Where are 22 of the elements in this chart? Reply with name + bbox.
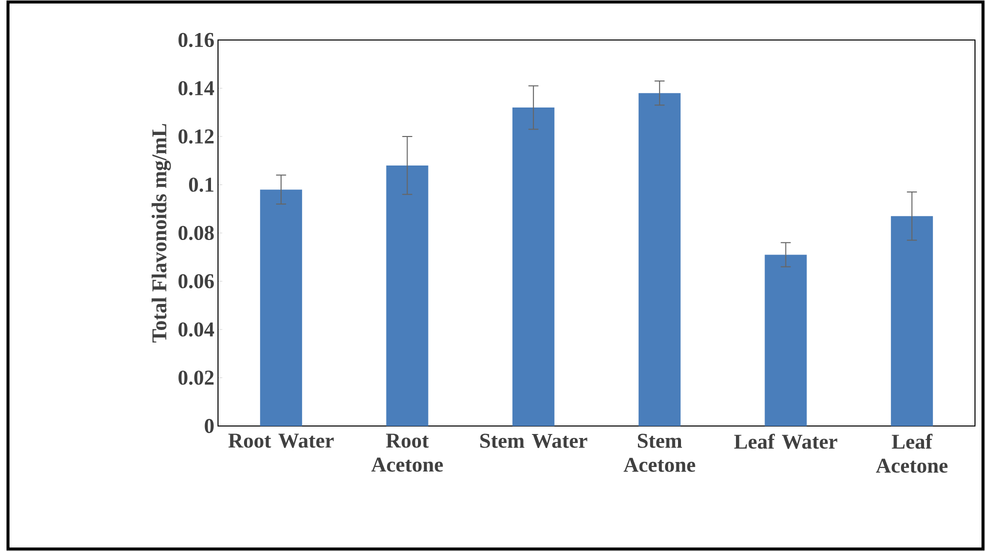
x-tick-label: Leaf Water — [734, 434, 838, 449]
x-tick-label: Stem Acetone — [624, 434, 696, 472]
x-tick-label: Stem Water — [480, 434, 588, 448]
bar — [890, 216, 933, 426]
y-tick-label: 0 — [204, 418, 214, 434]
y-tick-label: 0.04 — [178, 322, 214, 337]
y-tick-label: 0.02 — [178, 370, 214, 385]
x-tick-label: Root Acetone — [371, 434, 443, 472]
bar — [260, 190, 302, 426]
y-axis-title: Total Flavonoids mg/mL — [152, 124, 171, 343]
bar — [512, 108, 554, 426]
bar — [638, 93, 681, 426]
y-tick-label: 0.16 — [178, 32, 214, 48]
y-tick-label: 0.1 — [189, 178, 214, 192]
x-tick-label: Leaf Acetone — [876, 434, 948, 473]
bar — [764, 254, 807, 426]
y-tick-label: 0.06 — [178, 274, 214, 288]
y-tick-label: 0.12 — [178, 129, 214, 144]
x-tick-label: Root Water — [228, 434, 334, 448]
y-tick-label: 0.08 — [178, 226, 214, 240]
bar — [386, 165, 428, 426]
y-tick-label: 0.14 — [178, 81, 214, 96]
